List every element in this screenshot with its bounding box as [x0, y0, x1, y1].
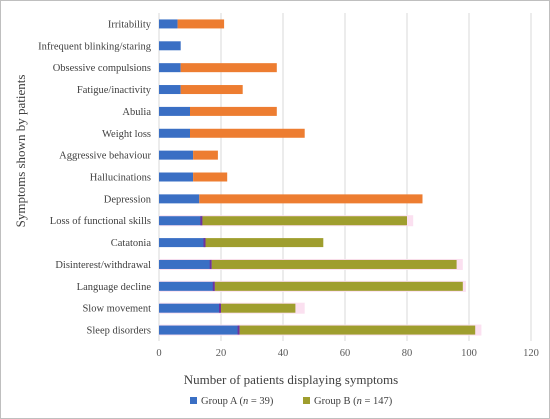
category-label: Sleep disorders: [87, 326, 151, 337]
bar-group-a: [159, 194, 200, 204]
category-label: Catatonia: [111, 238, 152, 249]
x-tick-label: 20: [216, 348, 227, 359]
legend-swatch: [303, 397, 310, 404]
category-label: Loss of functional skills: [50, 216, 151, 227]
bar-group-a-accent: [200, 216, 203, 226]
category-label: Abulia: [122, 107, 151, 118]
legend: Group A (n = 39) Group B (n = 147): [190, 396, 393, 407]
x-tick-label: 100: [461, 348, 477, 359]
bar-group-a-accent: [209, 259, 212, 269]
bar-group-a: [159, 238, 206, 248]
category-label: Infrequent blinking/staring: [38, 41, 152, 52]
bar-group-a: [159, 128, 190, 138]
category-label: Fatigue/inactivity: [77, 85, 152, 96]
bar-group-a: [159, 63, 181, 73]
bar-group-a: [159, 41, 181, 51]
bar-group-a-accent: [212, 281, 215, 291]
category-label: Irritability: [108, 19, 152, 30]
bar-group-a: [159, 303, 221, 313]
bar-group-a-accent: [203, 238, 206, 248]
bar-group-b: [239, 325, 476, 335]
legend-swatch: [190, 397, 197, 404]
x-axis-title: Number of patients displaying symptoms: [184, 372, 398, 387]
bar-group-a: [159, 19, 178, 29]
category-label: Disinterest/withdrawal: [55, 260, 151, 271]
legend-label: Group A (n = 39): [201, 396, 274, 407]
bar-group-b: [199, 194, 423, 204]
x-tick-label: 80: [402, 348, 413, 359]
bar-group-a: [159, 85, 181, 95]
bar-group-a: [159, 172, 194, 182]
bar-group-a: [159, 106, 190, 116]
bar-group-a: [159, 259, 212, 269]
bar-group-b: [205, 238, 324, 248]
bar-group-b: [221, 303, 296, 313]
category-label: Slow movement: [82, 304, 151, 315]
bar-group-b: [214, 281, 463, 291]
bar-group-b: [202, 216, 407, 226]
category-label: Aggressive behaviour: [59, 151, 151, 162]
x-tick-label: 60: [340, 348, 351, 359]
x-tick-label: 40: [278, 348, 289, 359]
category-label: Obsessive compulsions: [53, 63, 151, 74]
bar-group-b: [180, 63, 277, 73]
bar-group-a: [159, 216, 203, 226]
x-tick-label: 120: [523, 348, 539, 359]
bar-group-a-accent: [219, 303, 221, 313]
y-axis-title: Symptoms shown by patients: [13, 75, 28, 228]
category-label: Language decline: [77, 282, 152, 293]
bar-group-a: [159, 325, 240, 335]
bars: [159, 19, 482, 336]
bar-group-a: [159, 150, 194, 160]
category-labels: Irritability Infrequent blinking/staring O…: [38, 19, 152, 336]
bar-group-b: [177, 19, 225, 29]
bar-group-b: [190, 106, 277, 116]
bar-group-b: [193, 150, 218, 160]
x-tick-label: 0: [156, 348, 161, 359]
bar-group-a-accent: [237, 325, 240, 335]
bar-group-b: [211, 259, 457, 269]
category-label: Hallucinations: [90, 173, 151, 184]
category-label: Depression: [104, 194, 152, 205]
bar-group-a: [159, 281, 215, 291]
category-label: Weight loss: [102, 129, 151, 140]
bar-group-b: [180, 85, 243, 95]
bar-group-b: [190, 128, 305, 138]
x-tick-labels: 0 20 40 60 80 100 120: [156, 348, 539, 359]
legend-label: Group B (n = 147): [314, 396, 393, 407]
bar-group-b: [193, 172, 228, 182]
